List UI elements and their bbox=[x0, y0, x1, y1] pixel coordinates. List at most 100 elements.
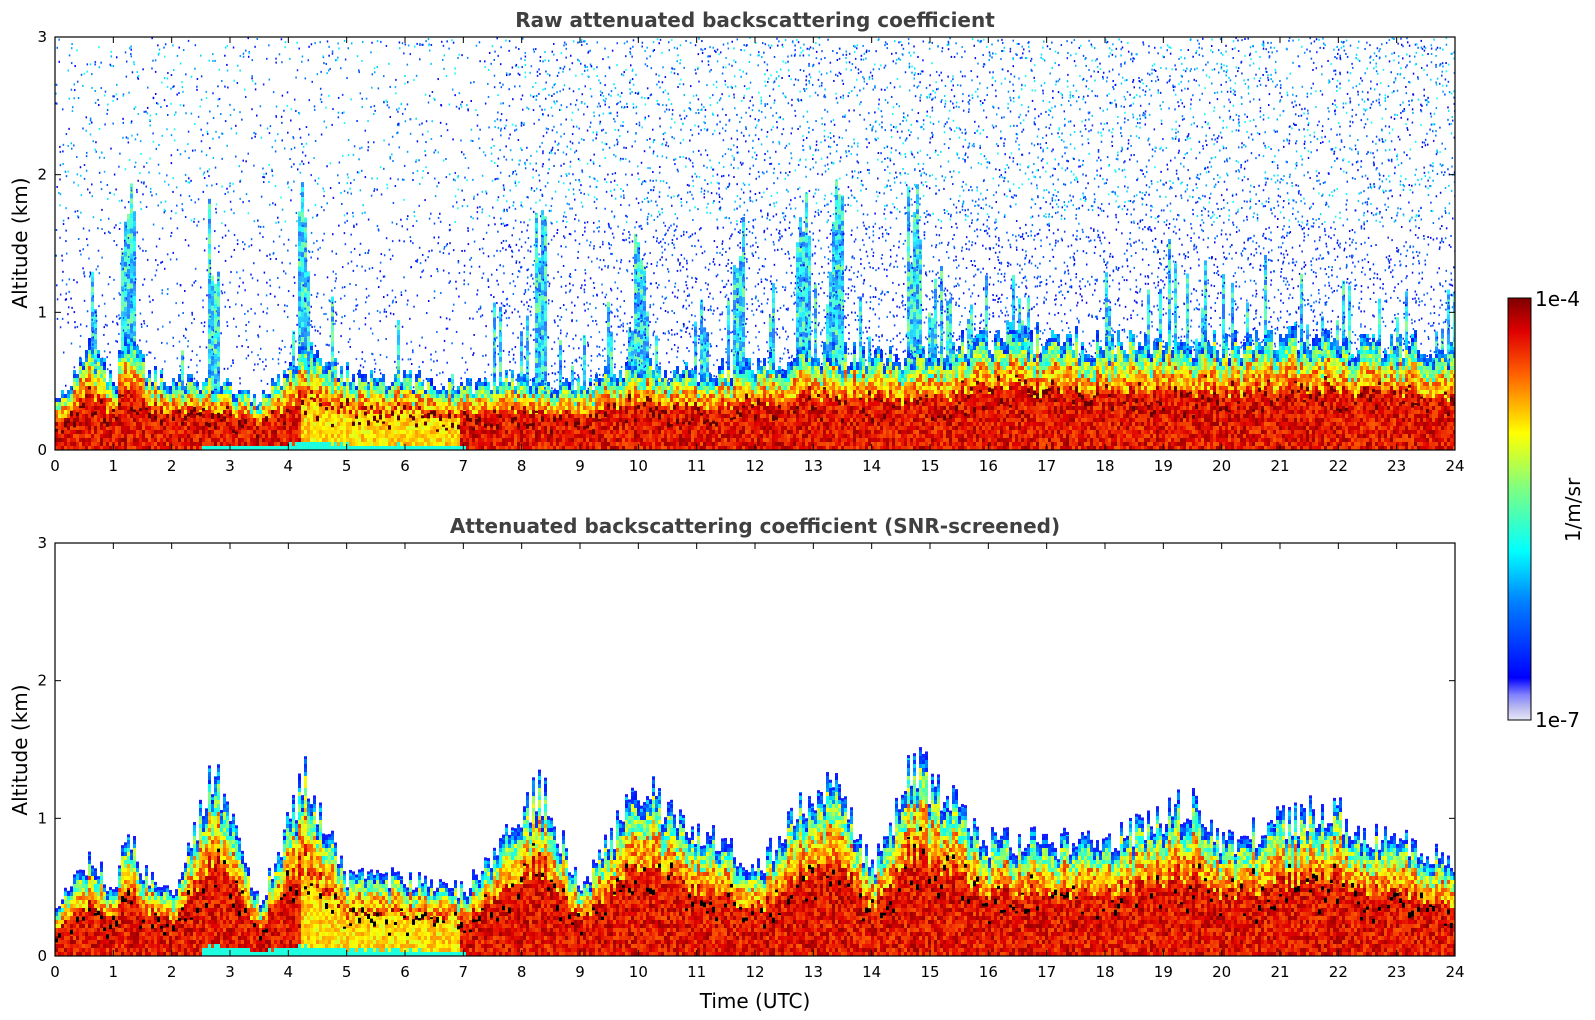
heatmap-column bbox=[385, 45, 388, 450]
heatmap-column bbox=[1336, 805, 1339, 956]
heatmap-column bbox=[505, 40, 508, 450]
heatmap-column bbox=[1372, 52, 1375, 450]
heatmap-column bbox=[1381, 840, 1384, 956]
heatmap-column bbox=[640, 806, 643, 956]
heatmap-column bbox=[769, 45, 772, 450]
heatmap-column bbox=[559, 853, 562, 956]
heatmap-column bbox=[1321, 804, 1324, 956]
heatmap-column bbox=[481, 871, 484, 956]
heatmap-column bbox=[154, 882, 157, 956]
heatmap-column bbox=[214, 776, 217, 956]
heatmap-column bbox=[1156, 52, 1159, 450]
heatmap-column bbox=[406, 45, 409, 450]
heatmap-column bbox=[718, 51, 721, 450]
heatmap-column bbox=[166, 885, 169, 956]
heatmap-column bbox=[1015, 855, 1018, 956]
y-axis-label-raw: Altitude (km) bbox=[8, 177, 32, 308]
heatmap-column bbox=[370, 42, 373, 450]
heatmap-column bbox=[1408, 45, 1411, 450]
heatmap-column bbox=[916, 56, 919, 450]
heatmap-column bbox=[115, 887, 118, 956]
heatmap-column bbox=[1150, 826, 1153, 956]
y-axis-label-screened: Altitude (km) bbox=[8, 684, 32, 815]
heatmap-column bbox=[748, 37, 751, 450]
heatmap-column bbox=[301, 795, 304, 956]
heatmap-column bbox=[652, 41, 655, 450]
heatmap-column bbox=[733, 47, 736, 450]
heatmap-column bbox=[610, 50, 613, 450]
heatmap-column bbox=[184, 863, 187, 956]
heatmap-column bbox=[460, 881, 463, 956]
heatmap-column bbox=[1009, 48, 1012, 450]
heatmap-column bbox=[961, 804, 964, 956]
heatmap-column bbox=[361, 868, 364, 956]
heatmap-column bbox=[562, 42, 565, 450]
heatmap-column bbox=[994, 53, 997, 450]
heatmap-column bbox=[475, 45, 478, 450]
heatmap-column bbox=[892, 835, 895, 956]
heatmap-column bbox=[634, 74, 637, 450]
heatmap-column bbox=[826, 39, 829, 450]
heatmap-column bbox=[613, 83, 616, 450]
x-tick-label: 11 bbox=[687, 963, 706, 981]
heatmap-column bbox=[1399, 38, 1402, 450]
heatmap-column bbox=[925, 751, 928, 956]
heatmap-column bbox=[1297, 836, 1300, 956]
heatmap-column bbox=[1384, 826, 1387, 956]
heatmap-column bbox=[745, 44, 748, 450]
heatmap-column bbox=[1282, 805, 1285, 956]
heatmap-column bbox=[478, 41, 481, 450]
heatmap-column bbox=[1060, 833, 1063, 956]
x-tick-label: 24 bbox=[1445, 963, 1464, 981]
heatmap-column bbox=[400, 42, 403, 450]
heatmap-column bbox=[304, 756, 307, 956]
heatmap-column bbox=[1234, 854, 1237, 956]
heatmap-column bbox=[343, 871, 346, 956]
heatmap-column bbox=[475, 875, 478, 956]
heatmap-column bbox=[601, 58, 604, 450]
heatmap-column bbox=[271, 91, 274, 450]
heatmap-column bbox=[349, 870, 352, 956]
heatmap-column bbox=[424, 876, 427, 956]
heatmap-column bbox=[937, 774, 940, 956]
heatmap-column bbox=[895, 52, 898, 450]
heatmap-column bbox=[418, 872, 421, 956]
heatmap-column bbox=[1255, 51, 1258, 450]
heatmap-column bbox=[1126, 42, 1129, 450]
x-tick-label: 7 bbox=[459, 457, 469, 475]
plot-area-raw bbox=[55, 37, 1456, 450]
heatmap-column bbox=[1096, 840, 1099, 956]
heatmap-column bbox=[541, 60, 544, 450]
heatmap-column bbox=[340, 67, 343, 450]
heatmap-column bbox=[646, 796, 649, 956]
heatmap-column bbox=[274, 864, 277, 956]
heatmap-column bbox=[1147, 45, 1150, 450]
heatmap-column bbox=[1396, 43, 1399, 450]
heatmap-column bbox=[586, 876, 589, 956]
heatmap-column bbox=[1144, 840, 1147, 956]
y-tick-label: 2 bbox=[37, 672, 47, 690]
heatmap-column bbox=[556, 59, 559, 450]
heatmap-column bbox=[217, 764, 220, 956]
heatmap-column bbox=[1033, 64, 1036, 450]
heatmap-column bbox=[1378, 850, 1381, 956]
heatmap-column bbox=[382, 874, 385, 956]
heatmap-column bbox=[232, 814, 235, 956]
panel-screened-title: Attenuated backscattering coefficient (S… bbox=[450, 514, 1060, 538]
heatmap-column bbox=[1144, 85, 1147, 450]
heatmap-column bbox=[220, 810, 223, 956]
heatmap-column bbox=[997, 40, 1000, 450]
heatmap-column bbox=[223, 47, 226, 450]
heatmap-column bbox=[853, 840, 856, 956]
heatmap-column bbox=[1429, 864, 1432, 956]
heatmap-column bbox=[1411, 73, 1414, 450]
heatmap-column bbox=[481, 151, 484, 450]
heatmap-column bbox=[334, 842, 337, 956]
heatmap-column bbox=[406, 887, 409, 956]
heatmap-column bbox=[886, 43, 889, 450]
heatmap-column bbox=[325, 40, 328, 450]
heatmap-column bbox=[397, 871, 400, 956]
heatmap-column bbox=[187, 40, 190, 450]
heatmap-column bbox=[238, 838, 241, 956]
heatmap-column bbox=[907, 755, 910, 956]
